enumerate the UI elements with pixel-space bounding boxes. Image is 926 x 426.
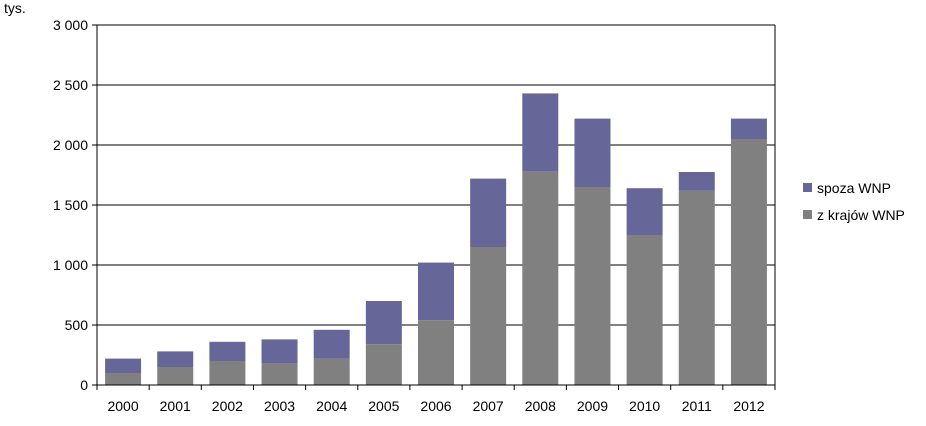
y-tick-label: 2 000	[53, 137, 88, 153]
bar-spoza-WNP-2000	[105, 358, 142, 373]
bar-z-krajów-WNP-2011	[678, 190, 715, 385]
x-tick-label: 2004	[316, 398, 347, 414]
x-tick-label: 2006	[420, 398, 451, 414]
y-tick-label: 2 500	[53, 77, 88, 93]
bar-z-krajów-WNP-2005	[365, 344, 402, 385]
bar-spoza-WNP-2005	[365, 301, 402, 345]
legend-swatch	[803, 210, 812, 219]
bar-z-krajów-WNP-2008	[522, 171, 559, 385]
bar-spoza-WNP-2008	[522, 93, 559, 172]
bar-spoza-WNP-2004	[313, 329, 350, 359]
legend-label: spoza WNP	[817, 180, 891, 196]
x-tick-label: 2003	[264, 398, 295, 414]
bar-spoza-WNP-2011	[678, 172, 715, 191]
bar-spoza-WNP-2010	[626, 188, 663, 235]
bar-z-krajów-WNP-2006	[418, 320, 454, 385]
bar-z-krajów-WNP-2002	[209, 361, 246, 385]
bar-z-krajów-WNP-2003	[261, 363, 298, 385]
bar-spoza-WNP-2007	[470, 178, 507, 247]
bar-spoza-WNP-2003	[261, 339, 298, 364]
x-tick-label: 2008	[525, 398, 556, 414]
x-tick-label: 2001	[160, 398, 191, 414]
bar-spoza-WNP-2006	[418, 262, 454, 321]
legend: spoza WNP z krajów WNP	[803, 180, 905, 223]
x-tick-label: 2011	[682, 398, 712, 414]
x-tick-label: 2010	[629, 398, 660, 414]
bar-z-krajów-WNP-2001	[157, 367, 194, 385]
x-tick-label: 2005	[368, 398, 399, 414]
y-axis-ticks: 0 500 1 000 1 500 2 000 2 500 3 000	[53, 17, 97, 393]
bar-z-krajów-WNP-2012	[730, 139, 767, 385]
legend-label: z krajów WNP	[817, 207, 905, 223]
bar-spoza-WNP-2009	[574, 118, 611, 187]
bar-z-krajów-WNP-2009	[574, 187, 611, 385]
y-tick-label: 3 000	[53, 17, 88, 33]
bar-z-krajów-WNP-2000	[105, 373, 142, 385]
x-tick-label: 2002	[212, 398, 243, 414]
y-tick-label: 0	[80, 377, 88, 393]
bars	[105, 93, 767, 385]
bar-spoza-WNP-2001	[157, 351, 194, 367]
x-tick-label: 2012	[733, 398, 764, 414]
x-axis-ticks: 2000 2001 2002 2003 2004 2005 2006 2007 2008 2009…	[96, 385, 776, 414]
y-tick-label: 1 000	[53, 257, 88, 273]
y-tick-label: 500	[65, 317, 89, 333]
legend-swatch	[803, 183, 812, 192]
y-tick-label: 1 500	[53, 197, 88, 213]
x-tick-label: 2007	[473, 398, 504, 414]
bar-z-krajów-WNP-2004	[313, 358, 350, 385]
x-tick-label: 2000	[107, 398, 138, 414]
bar-z-krajów-WNP-2007	[470, 247, 507, 385]
unit-label: tys.	[4, 0, 26, 16]
bar-spoza-WNP-2002	[209, 341, 246, 361]
x-tick-label: 2009	[577, 398, 608, 414]
bar-z-krajów-WNP-2010	[626, 235, 663, 385]
bar-spoza-WNP-2012	[730, 118, 767, 139]
